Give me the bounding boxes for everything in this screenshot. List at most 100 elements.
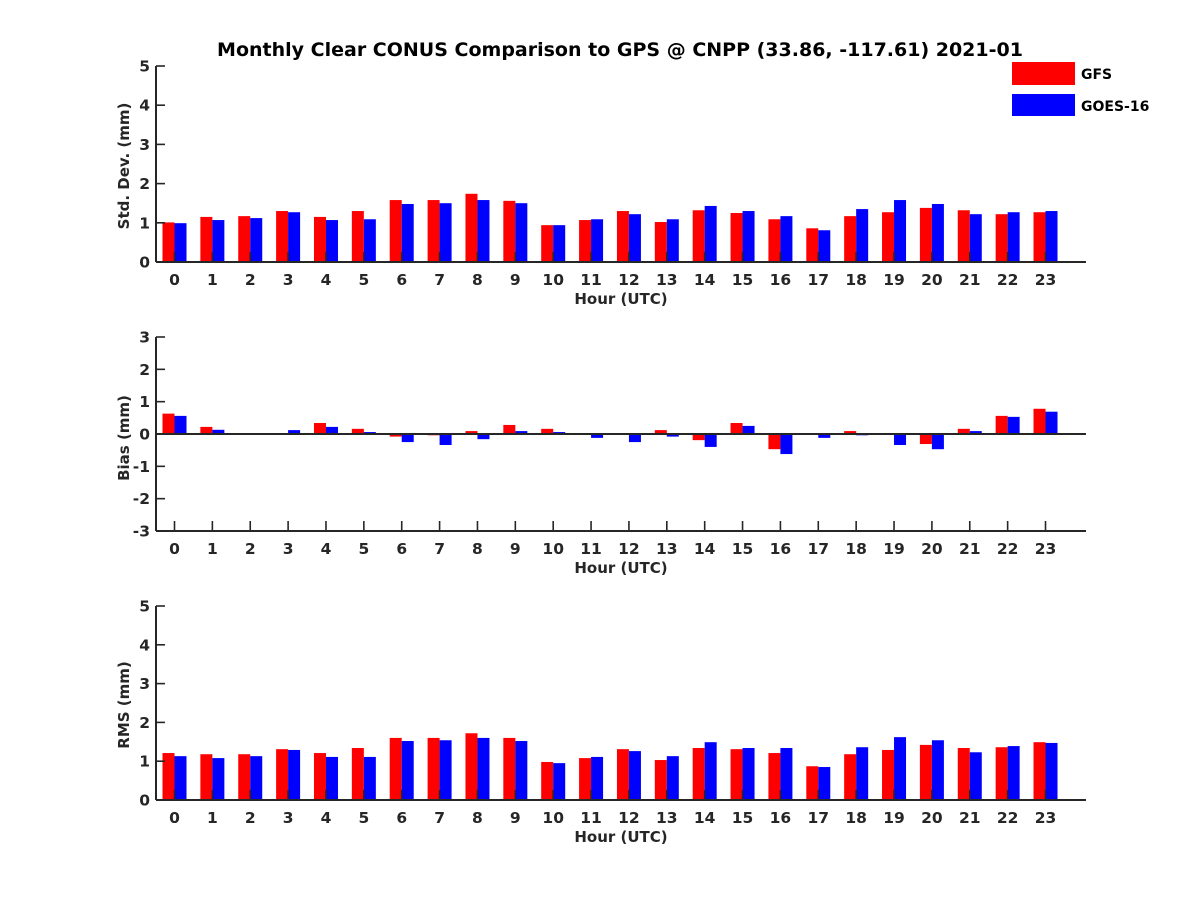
bar-rms-goes16-hour-2 xyxy=(250,756,263,800)
bar-rms-goes16-hour-6 xyxy=(401,741,414,800)
bar-rms-gfs-hour-9 xyxy=(503,737,516,800)
y-tick-label-bias: 1 xyxy=(139,393,150,411)
bar-rms-goes16-hour-12 xyxy=(628,751,641,800)
x-tick-label-bias: 14 xyxy=(694,540,716,558)
bar-bias-gfs-hour-8 xyxy=(465,431,478,434)
bar-rms-gfs-hour-15 xyxy=(730,749,743,800)
chart-title: Monthly Clear CONUS Comparison to GPS @ … xyxy=(217,39,1023,61)
x-tick-label-rms: 15 xyxy=(732,809,754,827)
bar-rms-goes16-hour-22 xyxy=(1007,746,1020,800)
x-tick-label-bias: 18 xyxy=(845,540,867,558)
x-tick-label-bias: 20 xyxy=(921,540,943,558)
bar-stddev-goes16-hour-23 xyxy=(1045,211,1058,262)
bar-stddev-goes16-hour-21 xyxy=(969,214,982,262)
bar-rms-gfs-hour-2 xyxy=(238,754,251,800)
x-tick-label-stddev: 23 xyxy=(1035,271,1057,289)
x-tick-label-rms: 17 xyxy=(808,809,830,827)
bar-rms-gfs-hour-20 xyxy=(919,744,932,800)
x-axis-label-rms: Hour (UTC) xyxy=(574,828,667,846)
bar-bias-gfs-hour-9 xyxy=(503,424,516,434)
x-tick-label-stddev: 20 xyxy=(921,271,943,289)
y-tick-label-bias: 0 xyxy=(139,426,150,444)
x-tick-label-stddev: 10 xyxy=(542,271,564,289)
x-tick-label-stddev: 5 xyxy=(358,271,369,289)
bar-rms-goes16-hour-7 xyxy=(439,740,452,800)
x-tick-label-stddev: 0 xyxy=(169,271,180,289)
bar-bias-goes16-hour-17 xyxy=(818,434,831,438)
bar-bias-gfs-hour-20 xyxy=(919,434,932,445)
bar-bias-gfs-hour-14 xyxy=(692,434,705,441)
bar-rms-goes16-hour-20 xyxy=(931,740,944,800)
x-tick-label-stddev: 13 xyxy=(656,271,678,289)
x-tick-label-bias: 8 xyxy=(472,540,483,558)
bar-bias-goes16-hour-22 xyxy=(1007,416,1020,434)
x-tick-label-bias: 5 xyxy=(358,540,369,558)
bar-bias-gfs-hour-13 xyxy=(654,430,667,434)
bar-rms-goes16-hour-13 xyxy=(666,756,679,800)
x-tick-label-bias: 12 xyxy=(618,540,640,558)
bar-bias-goes16-hour-19 xyxy=(894,434,907,445)
bar-stddev-gfs-hour-4 xyxy=(313,216,326,262)
bar-rms-gfs-hour-3 xyxy=(276,749,289,800)
x-tick-label-rms: 14 xyxy=(694,809,716,827)
bar-stddev-goes16-hour-20 xyxy=(931,203,944,262)
x-tick-label-bias: 9 xyxy=(510,540,521,558)
bar-bias-gfs-hour-5 xyxy=(351,428,364,434)
x-tick-label-bias: 23 xyxy=(1035,540,1057,558)
y-tick-label-bias: -2 xyxy=(133,490,150,508)
x-tick-label-bias: 11 xyxy=(580,540,602,558)
bar-rms-gfs-hour-12 xyxy=(616,749,629,800)
bar-stddev-gfs-hour-21 xyxy=(957,210,970,262)
y-tick-label-bias: -1 xyxy=(133,458,150,476)
bar-stddev-gfs-hour-7 xyxy=(427,200,440,262)
bar-bias-goes16-hour-7 xyxy=(439,434,452,445)
bar-rms-goes16-hour-4 xyxy=(325,756,338,800)
x-tick-label-bias: 0 xyxy=(169,540,180,558)
bar-stddev-goes16-hour-15 xyxy=(742,211,755,262)
bar-stddev-gfs-hour-0 xyxy=(162,222,175,262)
y-tick-label-stddev: 5 xyxy=(139,58,150,76)
bar-bias-gfs-hour-23 xyxy=(1033,408,1046,434)
y-tick-label-rms: 0 xyxy=(139,792,150,810)
y-tick-label-stddev: 0 xyxy=(139,254,150,272)
bar-stddev-gfs-hour-15 xyxy=(730,213,743,262)
legend-swatch-gfs xyxy=(1012,62,1075,85)
x-tick-label-bias: 7 xyxy=(434,540,445,558)
bar-rms-goes16-hour-5 xyxy=(363,756,376,800)
bar-stddev-goes16-hour-22 xyxy=(1007,212,1020,262)
bar-bias-goes16-hour-6 xyxy=(401,434,414,443)
bar-rms-goes16-hour-15 xyxy=(742,748,755,800)
bar-bias-goes16-hour-23 xyxy=(1045,411,1058,434)
y-tick-label-rms: 3 xyxy=(139,675,150,693)
bar-rms-gfs-hour-4 xyxy=(313,753,326,800)
bar-bias-gfs-hour-15 xyxy=(730,423,743,434)
x-tick-label-rms: 23 xyxy=(1035,809,1057,827)
x-tick-label-stddev: 9 xyxy=(510,271,521,289)
bar-stddev-goes16-hour-0 xyxy=(174,223,187,262)
bar-rms-goes16-hour-10 xyxy=(553,763,566,800)
y-axis-label-rms: RMS (mm) xyxy=(115,661,133,748)
bar-rms-gfs-hour-11 xyxy=(579,758,592,800)
x-tick-label-stddev: 22 xyxy=(997,271,1019,289)
x-tick-label-stddev: 4 xyxy=(321,271,332,289)
x-tick-label-bias: 1 xyxy=(207,540,218,558)
x-tick-label-bias: 13 xyxy=(656,540,678,558)
bar-rms-gfs-hour-0 xyxy=(162,753,175,800)
bar-rms-gfs-hour-22 xyxy=(995,747,1008,800)
y-tick-label-stddev: 1 xyxy=(139,214,150,232)
bar-bias-goes16-hour-4 xyxy=(325,426,338,434)
bar-stddev-gfs-hour-5 xyxy=(351,211,364,262)
x-tick-label-rms: 18 xyxy=(845,809,867,827)
bar-rms-gfs-hour-8 xyxy=(465,733,478,800)
bar-stddev-gfs-hour-16 xyxy=(768,219,781,262)
bar-stddev-gfs-hour-19 xyxy=(882,212,895,262)
bar-rms-goes16-hour-19 xyxy=(894,737,907,800)
bar-rms-gfs-hour-19 xyxy=(882,749,895,800)
y-tick-label-rms: 1 xyxy=(139,753,150,771)
x-tick-label-stddev: 1 xyxy=(207,271,218,289)
bar-stddev-gfs-hour-14 xyxy=(692,210,705,262)
y-axis-label-stddev: Std. Dev. (mm) xyxy=(115,103,133,230)
y-tick-label-rms: 5 xyxy=(139,598,150,616)
